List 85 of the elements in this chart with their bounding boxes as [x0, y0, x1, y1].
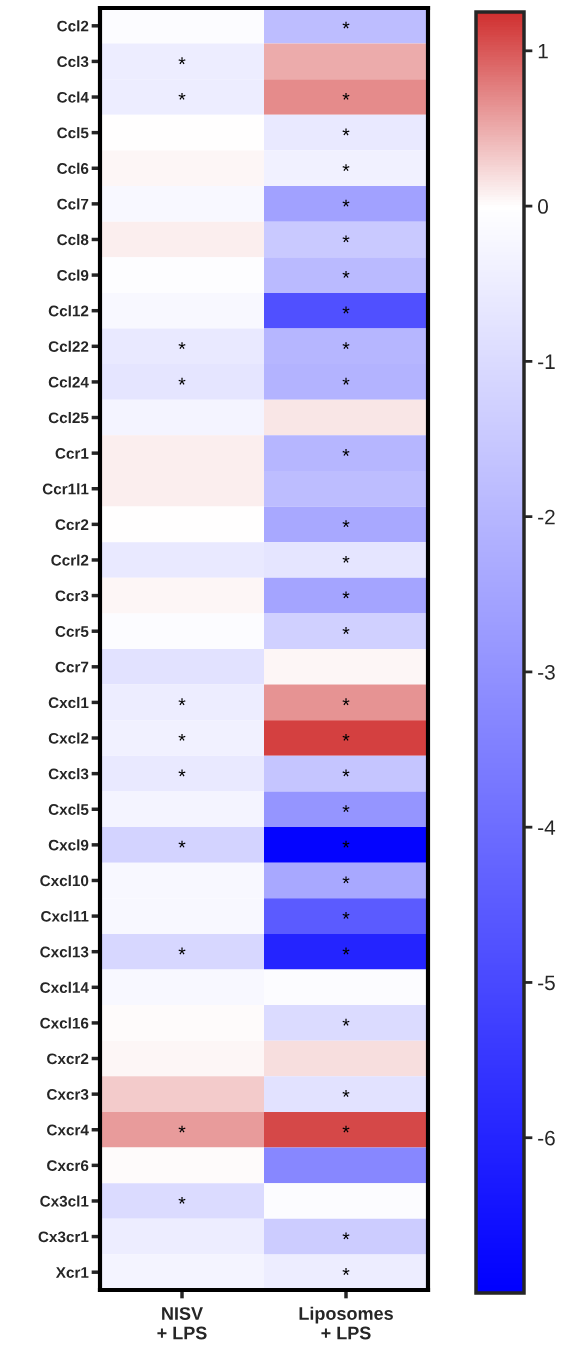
y-tick-label: Ccr7: [55, 661, 89, 673]
y-tick-label: Cx3cl1: [40, 1195, 89, 1207]
data-label: *: [342, 199, 350, 207]
data-label: *: [342, 449, 350, 456]
data-label: *: [342, 555, 350, 563]
data-label: *: [342, 947, 350, 955]
data-label: *: [342, 377, 350, 385]
y-tick-label: Cxcl5: [48, 803, 89, 815]
data-label: *: [178, 947, 186, 955]
y-tick-label: Ccr5: [55, 626, 89, 637]
data-label: *: [342, 342, 350, 350]
y-tick-label: Ccl3: [57, 55, 89, 68]
y-tick-label: Ccr2: [55, 519, 89, 531]
color-bar-label: 1: [538, 44, 548, 59]
y-tick-label: Cxcr6: [47, 1160, 89, 1172]
data-label: *: [178, 698, 186, 706]
color-bar-label: -6: [538, 1130, 555, 1146]
color-bar-label: 0: [538, 199, 548, 214]
y-tick-label: Cxcl16: [40, 1017, 89, 1029]
color-bar-label: -3: [538, 664, 555, 680]
data-label: *: [178, 57, 186, 65]
data-label: *: [178, 733, 186, 741]
data-label: *: [178, 1196, 186, 1204]
y-tick-label: Cxcl9: [48, 839, 89, 851]
data-label: *: [342, 21, 350, 29]
data-label: *: [178, 769, 186, 777]
y-tick-label: Ccl12: [48, 305, 89, 317]
data-label: *: [342, 805, 350, 812]
data-label: *: [342, 520, 350, 528]
y-tick-label: Ccl5: [57, 127, 89, 139]
data-label: *: [342, 92, 350, 100]
y-tick-label: Ccl9: [57, 269, 89, 281]
data-label: *: [342, 912, 350, 919]
data-label: *: [342, 235, 350, 243]
y-tick-label: Cxcl13: [40, 946, 89, 958]
data-label: *: [342, 1090, 350, 1097]
data-label: *: [178, 840, 186, 848]
y-tick-label: Ccl6: [57, 162, 89, 174]
data-label: *: [342, 840, 350, 848]
data-label: *: [342, 1018, 350, 1026]
y-tick-label: Cxcl2: [48, 732, 89, 744]
y-tick-label: Ccr1l1: [42, 483, 89, 495]
y-tick-label: Ccl2: [57, 20, 89, 32]
y-tick-label: Cxcl10: [40, 874, 89, 887]
x-tick-label: NISV + LPS: [157, 1307, 207, 1340]
data-label: *: [342, 591, 350, 599]
color-bar-label: -1: [538, 354, 555, 369]
color-bar-label: -2: [538, 509, 555, 525]
data-label: *: [178, 377, 186, 385]
y-tick-label: Cx3cr1: [38, 1231, 89, 1243]
data-label: *: [342, 164, 350, 171]
y-tick-label: Ccl4: [57, 91, 89, 103]
color-bar-label: -4: [538, 820, 556, 835]
y-tick-label: Ccl8: [57, 233, 89, 246]
data-label: *: [342, 769, 350, 777]
y-tick-label: Cxcl1: [48, 696, 89, 709]
data-label: *: [342, 306, 350, 314]
y-tick-label: Cxcl14: [40, 981, 89, 993]
data-label: *: [342, 1125, 350, 1133]
y-tick-label: Cxcr3: [47, 1089, 89, 1100]
x-tick-label: Liposomes + LPS: [299, 1306, 393, 1340]
data-label: *: [342, 698, 350, 706]
data-label: *: [342, 128, 350, 136]
y-tick-label: Ccrl2: [51, 554, 89, 566]
y-tick-label: Cxcl3: [48, 768, 89, 780]
y-tick-label: Xcr1: [55, 1267, 89, 1278]
data-label: *: [342, 876, 350, 884]
data-label: *: [178, 92, 186, 100]
y-tick-label: Cxcr2: [47, 1053, 89, 1065]
y-tick-label: Ccl25: [48, 411, 89, 424]
y-tick-label: Ccr3: [55, 590, 89, 602]
y-tick-label: Ccl24: [48, 376, 89, 388]
y-tick-label: Ccl22: [48, 340, 89, 352]
y-tick-label: Cxcr4: [47, 1124, 89, 1136]
y-tick-label: Ccr1: [55, 448, 89, 459]
data-label: *: [342, 271, 350, 278]
y-tick-label: Cxcl11: [41, 910, 89, 922]
y-tick-label: Ccl7: [57, 198, 89, 210]
data-label: *: [342, 1232, 350, 1240]
data-label: *: [342, 733, 350, 741]
data-label: *: [342, 627, 350, 634]
color-bar-label: -5: [538, 975, 555, 991]
data-label: *: [178, 1125, 186, 1133]
data-label: *: [342, 1268, 350, 1275]
data-label: *: [178, 342, 186, 350]
